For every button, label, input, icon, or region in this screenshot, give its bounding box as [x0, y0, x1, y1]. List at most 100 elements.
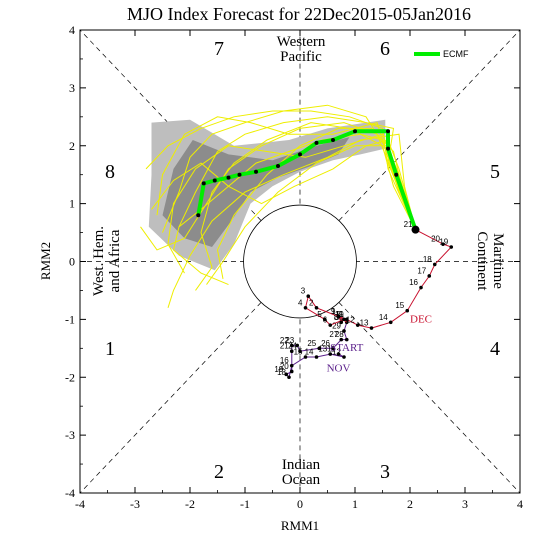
dec-day-label: 6 — [323, 316, 328, 325]
nov-day-label: 27 — [329, 330, 338, 339]
phase-label-5: 5 — [490, 161, 500, 183]
dec-day-label: 17 — [417, 266, 426, 275]
nov-point-16 — [289, 363, 294, 368]
ensemble-forecast-lines — [140, 104, 416, 308]
nov-day-label: 25 — [307, 339, 316, 348]
dec-day-label: 4 — [298, 298, 303, 307]
phase-label-7: 7 — [214, 38, 224, 60]
ensemble-member-2 — [178, 116, 416, 230]
dec-day-label: 3 — [301, 287, 306, 296]
nov-point-11 — [336, 352, 341, 356]
y-tick-label: 1 — [69, 197, 75, 211]
dec-point-15 — [405, 308, 410, 313]
region-indian-ocean-line1: Indian — [282, 457, 321, 473]
region-maritime-line2: Continent — [474, 231, 490, 291]
nov-day-label: 21 — [280, 342, 289, 351]
y-tick-label: -2 — [65, 370, 75, 384]
legend-ecmf-label: ECMF — [443, 49, 469, 59]
dec-point-9 — [336, 314, 341, 319]
nov-day-label: 26 — [321, 339, 330, 348]
nov-day-label: 18 — [277, 368, 286, 377]
dec-point-6 — [328, 323, 333, 327]
dec-day-label: 2 — [309, 298, 314, 307]
grid-line-diagonal-sw — [79, 302, 262, 494]
phase-label-4: 4 — [490, 338, 500, 360]
dec-point-5 — [322, 317, 327, 322]
dec-day-label: 19 — [439, 238, 448, 247]
dec-day-label: 13 — [360, 319, 369, 328]
observed-trajectory: 1112131415161819202122232425262728293012… — [274, 220, 454, 380]
region-western-pacific-line1: Western — [277, 34, 326, 50]
nov-day-label: 22 — [280, 336, 289, 345]
y-axis-label: RMM2 — [38, 242, 53, 280]
y-tick-label: -4 — [65, 486, 75, 500]
y-tick-label: -1 — [65, 312, 75, 326]
dec-day-label: 10 — [335, 310, 344, 319]
nov-point-13 — [328, 352, 333, 356]
ecmf-point — [201, 181, 206, 186]
x-tick-label: 2 — [407, 497, 413, 511]
ecmf-mean-forecast — [196, 129, 420, 234]
ecmf-point — [196, 213, 201, 218]
nov-day-label: 14 — [305, 347, 314, 356]
ecmf-point — [394, 172, 399, 177]
dec-point-13 — [369, 326, 374, 330]
ecmf-point — [386, 146, 390, 151]
nov-day-label: 19 — [274, 365, 283, 374]
x-tick-label: 0 — [297, 497, 303, 511]
dec-day-label: 7 — [337, 310, 342, 319]
region-west-hem-line2: and Africa — [107, 229, 123, 292]
legend: ECMF — [414, 49, 469, 59]
ecmf-point — [353, 129, 357, 134]
ecmf-point — [276, 164, 280, 169]
phase-label-3: 3 — [380, 461, 390, 483]
month-label-start: START — [330, 342, 364, 354]
y-tick-label: 4 — [69, 23, 75, 37]
ensemble-member-10 — [195, 122, 416, 291]
dec-day-label: 20 — [431, 235, 440, 244]
dec-point-4 — [303, 306, 308, 310]
nov-point-22 — [289, 343, 294, 348]
dec-point-8 — [339, 320, 344, 325]
nov-day-label: 24 — [288, 342, 297, 351]
ecmf-point — [298, 152, 302, 157]
ecmf-point — [226, 175, 231, 180]
unit-circle — [243, 204, 357, 319]
chart-title: MJO Index Forecast for 22Dec2015-05Jan20… — [127, 4, 471, 24]
grid-line-diagonal-se — [338, 302, 521, 494]
grid-line-diagonal-ne — [338, 29, 521, 221]
nov-point-14 — [314, 355, 319, 359]
dec-point-2 — [314, 306, 319, 310]
phase-divider-lines — [79, 29, 521, 494]
nov-point-23 — [295, 343, 300, 348]
nov-day-label: 13 — [318, 345, 327, 354]
phase-label-2: 2 — [214, 461, 224, 483]
dec-point-16 — [419, 285, 423, 290]
ecmf-point — [314, 140, 319, 145]
dec-point-19 — [449, 245, 454, 249]
nov-day-label: 15 — [294, 347, 303, 356]
ensemble-member-3 — [167, 133, 416, 308]
dec-point-20 — [441, 242, 445, 246]
month-label-dec: DEC — [410, 313, 432, 325]
region-western-pacific-line2: Pacific — [280, 49, 322, 65]
region-maritime-line1: Maritime — [490, 233, 506, 289]
x-tick-label: 4 — [517, 497, 523, 511]
nov-point-25 — [317, 346, 322, 351]
dec-day-label: 16 — [409, 278, 418, 287]
dec-point-3 — [306, 294, 311, 299]
y-tick-label: 2 — [69, 139, 75, 153]
dec-day-label: 9 — [331, 307, 336, 316]
nov-point-29 — [342, 329, 346, 333]
dec-point-12 — [355, 323, 360, 327]
dec-day-label: 18 — [423, 255, 432, 264]
dec-day-label: 11 — [335, 310, 344, 319]
dec-day-label: 5 — [317, 310, 322, 319]
ecmf-point — [254, 169, 258, 174]
shading-inner-band — [162, 137, 350, 247]
month-label-nov: NOV — [327, 362, 351, 374]
nov-day-label: 16 — [280, 356, 289, 365]
dec-day-label: 15 — [395, 301, 404, 310]
